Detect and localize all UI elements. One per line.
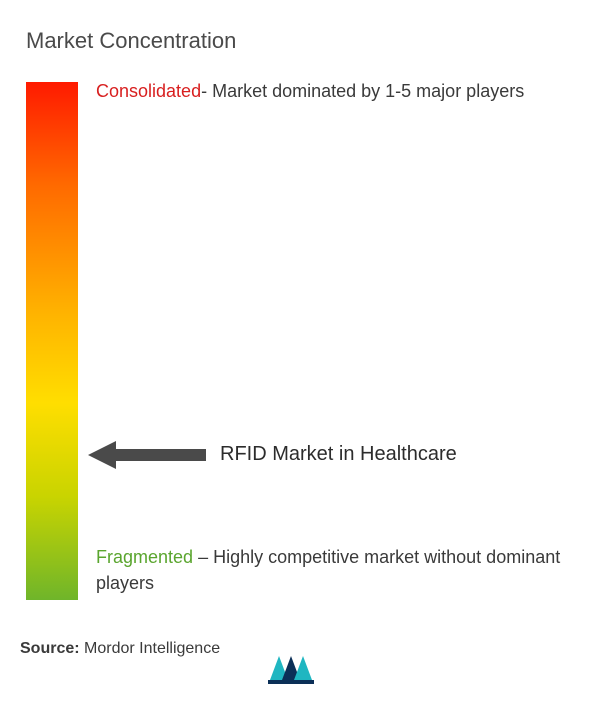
consolidated-desc: - Market dominated by 1-5 major players (201, 81, 524, 101)
fragmented-label: Fragmented – Highly competitive market w… (96, 544, 578, 596)
source-line: Source: Mordor Intelligence (20, 640, 220, 658)
source-prefix: Source: (20, 640, 80, 657)
mordor-logo-icon (268, 650, 324, 686)
labels-column: Consolidated- Market dominated by 1-5 ma… (96, 82, 578, 600)
source-value: Mordor Intelligence (84, 640, 220, 657)
concentration-gradient-bar (26, 82, 78, 600)
chart-title: Market Concentration (26, 28, 578, 54)
consolidated-label: Consolidated- Market dominated by 1-5 ma… (96, 78, 578, 104)
arrow-left-icon (88, 441, 206, 469)
chart-body: Consolidated- Market dominated by 1-5 ma… (26, 82, 578, 600)
marker-label: RFID Market in Healthcare (220, 443, 457, 466)
market-marker: RFID Market in Healthcare (88, 441, 457, 469)
consolidated-term: Consolidated (96, 81, 201, 101)
fragmented-term: Fragmented (96, 547, 193, 567)
